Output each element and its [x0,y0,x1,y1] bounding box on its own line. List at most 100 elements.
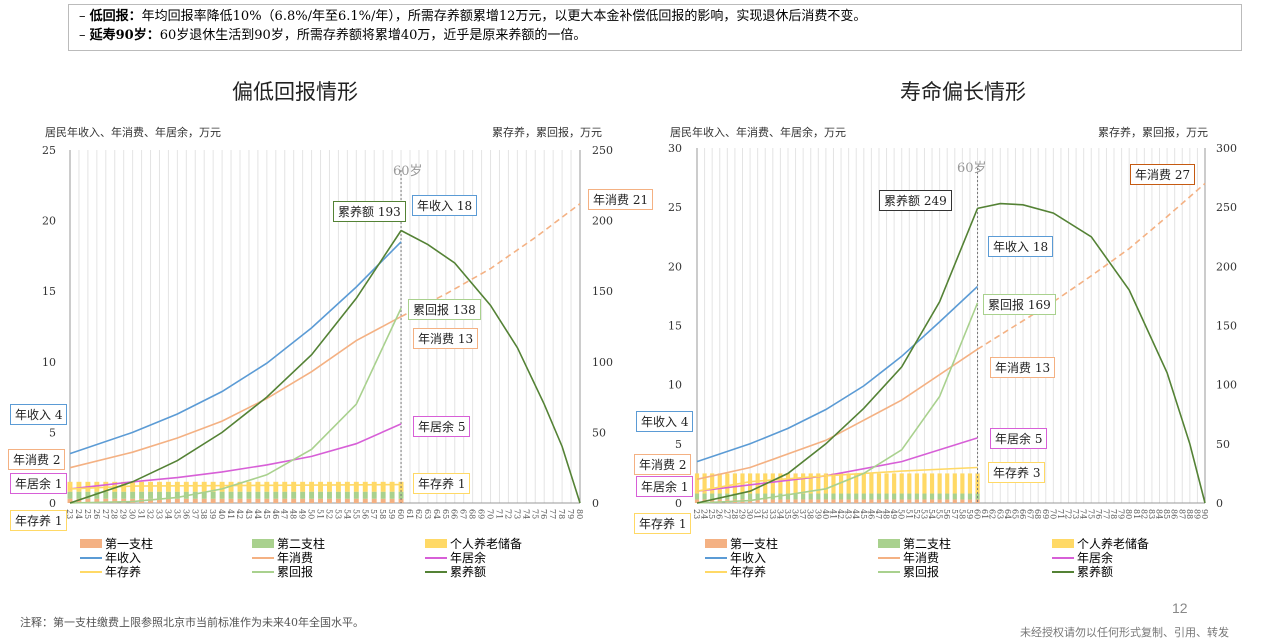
x-tick-label: 47 [280,509,289,519]
pillar1-bar [755,499,760,503]
x-tick-label: 49 [298,509,307,519]
pillar2-bar [755,493,760,500]
income-line [696,285,979,463]
x-tick-label: 63 [995,509,1004,519]
chart-title-long-life: 寿命偏长情形 [900,80,1026,104]
legend-item: 累回报 [878,563,939,580]
legend-swatch [80,556,102,559]
x-tick-label: 80 [575,509,584,519]
summary-line-1: – 低回报：年均回报率降低10%（6.8%/年至6.1%/年），所需存养额累增1… [79,9,867,24]
pillar2-bar [300,491,306,499]
callout-residual: 年居余 1 [636,476,694,497]
pillar2-bar [876,493,882,500]
x-tick-label: 64 [432,509,441,519]
pillar1-bar [846,499,851,503]
pillar2-bar [139,491,145,499]
x-tick-label: 71 [494,509,503,519]
legend-swatch [878,556,900,559]
legend-label: 第二支柱 [903,537,952,551]
pillar2-bar [264,491,270,499]
x-tick-label: 55 [935,509,944,519]
x-tick-label: 39 [813,509,822,519]
x-tick-label: 89 [1192,509,1201,519]
balance-line [696,208,979,504]
pillar2-bar [763,493,768,500]
pillar3-bar [831,473,836,494]
x-tick-label: 66 [450,509,459,519]
x-tick-label: 50 [897,509,906,519]
pillar1-bar [952,499,957,503]
x-tick-label: 25 [83,509,92,519]
x-tick-label: 74 [1079,509,1088,519]
x-tick-label: 30 [128,509,137,519]
pillar2-bar [165,491,171,499]
pillar3-bar [183,481,189,492]
x-tick-label: 67 [459,509,468,519]
pillar1-bar [148,498,153,503]
x-tick-label: 88 [1185,509,1194,519]
pillar3-bar [237,481,243,492]
pillar2-bar [694,493,700,500]
x-tick-label: 26 [92,509,101,519]
legend-swatch [425,539,447,548]
pillar2-bar [914,493,919,500]
callout-residual: 年居余 1 [10,473,68,494]
pillar2-bar [174,491,180,499]
pillar2-bar [76,491,82,499]
pillar3-bar [785,473,791,494]
return-line [69,307,402,504]
pillar3-bar [922,473,927,494]
pillar3-bar [94,481,100,492]
x-tick-label: 62 [988,509,997,519]
pillar1-bar [318,498,323,503]
pillar3-bar [945,473,950,494]
x-tick-label: 85 [1162,509,1171,519]
x-tick-label: 78 [557,509,566,519]
pillar2-bar [327,491,332,499]
x-tick-label: 69 [477,509,486,519]
pillar3-bar [192,481,198,492]
pillar2-bar [854,493,859,500]
pillar1-bar [309,498,315,503]
callout-income: 年收入 4 [636,411,694,432]
y2-tick-label: 150 [592,285,613,298]
y-tick-label: 10 [42,356,56,369]
x-tick-label: 35 [172,509,181,519]
callout-consumption: 年消费 2 [634,454,692,475]
y-tick-label: 0 [49,497,56,510]
x-tick-label: 53 [333,509,342,519]
pillar1-bar [183,498,189,503]
callout-balance: 累养额 193 [333,201,406,222]
callout-saving: 年存养 3 [988,462,1046,483]
pillar1-bar [793,499,798,503]
legend-item: 个人养老储备 [425,535,522,552]
y-tick-label: 15 [42,285,56,298]
pillar2-bar [785,493,791,500]
pillar2-bar [945,493,950,500]
pillar3-bar [869,473,874,494]
pillar2-bar [282,491,288,499]
legend-item: 年消费 [252,549,313,566]
x-tick-label: 31 [137,509,146,519]
legend-swatch [705,539,727,548]
pillar1-bar [899,499,904,503]
x-tick-label: 51 [316,509,325,519]
legend-swatch [425,556,447,559]
right-y2-axis-title: 累存养，累回报，万元 [1098,126,1208,139]
pillar1-bar [273,498,279,503]
pillar2-bar [121,491,127,499]
pillar1-bar [808,499,813,503]
pillar3-bar [747,473,753,494]
pillar2-bar [201,491,207,499]
callout-saving: 年存养 1 [634,513,692,534]
pillar3-bar [861,473,866,494]
pillar2-bar [94,491,100,499]
pillar3-bar [371,481,377,492]
x-tick-label: 77 [548,509,557,519]
pillar3-bar [380,481,386,492]
x-tick-label: 59 [965,509,974,519]
y-tick-label: 25 [668,201,682,214]
legend-label: 个人养老储备 [450,537,523,551]
pillar3-bar [846,473,851,494]
pillar1-bar [770,499,775,503]
